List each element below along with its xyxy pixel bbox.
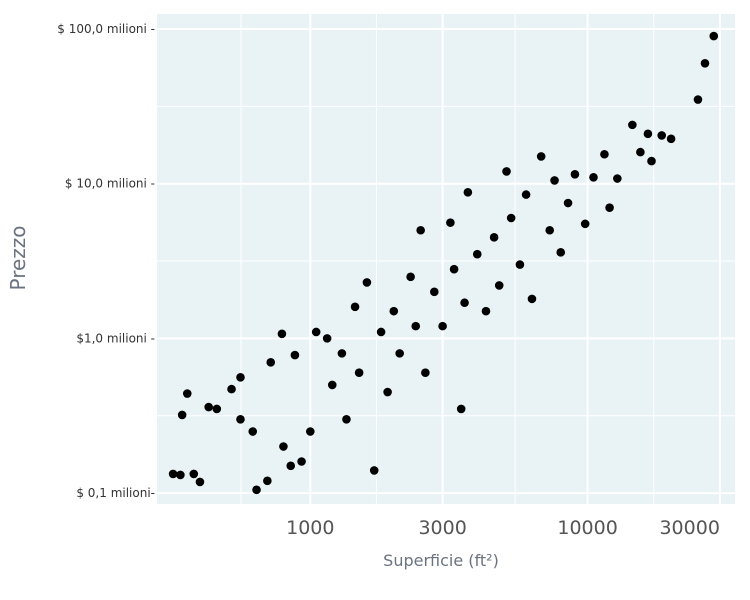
data-point bbox=[342, 414, 351, 424]
y-tick-label: $ 100,0 milioni - bbox=[57, 22, 155, 36]
data-point bbox=[337, 349, 347, 358]
y-axis-ticks: $ 0,1 milioni- $1,0 milioni - $ 10,0 milio… bbox=[57, 22, 155, 500]
data-point bbox=[494, 281, 504, 290]
data-point bbox=[389, 306, 399, 316]
x-tick-label: 30000 bbox=[659, 517, 719, 539]
data-point bbox=[463, 187, 473, 197]
data-point bbox=[204, 402, 213, 412]
data-point bbox=[521, 190, 531, 199]
data-point bbox=[311, 327, 321, 337]
data-point bbox=[506, 213, 516, 223]
data-point bbox=[212, 404, 222, 414]
data-point bbox=[628, 120, 637, 130]
data-point bbox=[666, 134, 676, 144]
data-point bbox=[236, 373, 245, 382]
data-point bbox=[376, 327, 386, 337]
data-point bbox=[277, 329, 287, 339]
data-point bbox=[252, 485, 261, 495]
data-point bbox=[700, 59, 710, 68]
x-tick-label: 10000 bbox=[557, 517, 617, 539]
data-point bbox=[369, 466, 379, 475]
y-tick-label: $1,0 milioni - bbox=[76, 331, 155, 345]
data-point bbox=[605, 203, 614, 212]
data-point bbox=[189, 469, 199, 479]
data-point bbox=[286, 461, 296, 471]
data-points bbox=[168, 31, 719, 495]
data-point bbox=[460, 298, 469, 308]
data-point bbox=[416, 225, 425, 235]
data-point bbox=[354, 368, 364, 378]
data-point bbox=[570, 169, 580, 179]
data-point bbox=[266, 358, 276, 367]
data-point bbox=[636, 147, 645, 157]
data-point bbox=[580, 219, 590, 229]
data-point bbox=[297, 457, 306, 466]
data-point bbox=[446, 218, 455, 227]
data-point bbox=[227, 384, 236, 394]
data-point bbox=[515, 260, 525, 269]
data-point bbox=[327, 380, 337, 390]
data-point bbox=[176, 470, 185, 480]
data-point bbox=[472, 249, 482, 259]
data-point bbox=[421, 368, 430, 378]
plot-panel bbox=[157, 14, 735, 504]
data-point bbox=[411, 321, 421, 331]
data-point bbox=[643, 129, 653, 139]
data-point bbox=[550, 176, 559, 185]
data-point bbox=[449, 264, 459, 274]
data-point bbox=[168, 469, 178, 479]
data-point bbox=[362, 278, 372, 287]
data-point bbox=[236, 414, 245, 424]
data-point bbox=[263, 476, 272, 486]
x-axis-title: Superficie (ft²) bbox=[383, 551, 499, 570]
data-point bbox=[406, 272, 415, 282]
data-point bbox=[657, 131, 667, 140]
x-axis-ticks: 1000 3000 10000 30000 bbox=[286, 517, 720, 539]
data-point bbox=[589, 172, 598, 182]
grid-lines bbox=[157, 14, 735, 504]
data-point bbox=[279, 442, 288, 451]
data-point bbox=[383, 387, 392, 397]
data-point bbox=[600, 149, 609, 159]
data-point bbox=[350, 302, 360, 312]
data-point bbox=[322, 334, 332, 343]
data-point bbox=[430, 287, 439, 297]
data-point bbox=[290, 350, 300, 360]
data-point bbox=[456, 404, 466, 414]
y-axis-title: Prezzo bbox=[6, 225, 30, 290]
data-point bbox=[545, 225, 555, 235]
data-point bbox=[563, 198, 573, 208]
data-point bbox=[177, 410, 187, 420]
data-point bbox=[182, 389, 192, 398]
y-tick-label: $ 0,1 milioni- bbox=[76, 486, 155, 500]
data-point bbox=[502, 167, 511, 176]
data-point bbox=[306, 427, 315, 436]
data-point bbox=[248, 427, 258, 436]
x-tick-label: 3000 bbox=[418, 517, 466, 539]
data-point bbox=[395, 349, 404, 358]
data-point bbox=[647, 156, 656, 166]
data-point bbox=[693, 95, 703, 104]
data-point bbox=[613, 174, 622, 183]
data-point bbox=[489, 233, 499, 242]
data-point bbox=[709, 31, 719, 41]
data-point bbox=[438, 321, 447, 331]
y-tick-label: $ 10,0 milioni - bbox=[65, 177, 155, 191]
data-point bbox=[556, 248, 566, 257]
data-point bbox=[536, 152, 546, 161]
data-point bbox=[195, 477, 205, 487]
data-point bbox=[481, 306, 491, 316]
x-tick-label: 1000 bbox=[286, 517, 334, 539]
data-point bbox=[527, 294, 537, 304]
